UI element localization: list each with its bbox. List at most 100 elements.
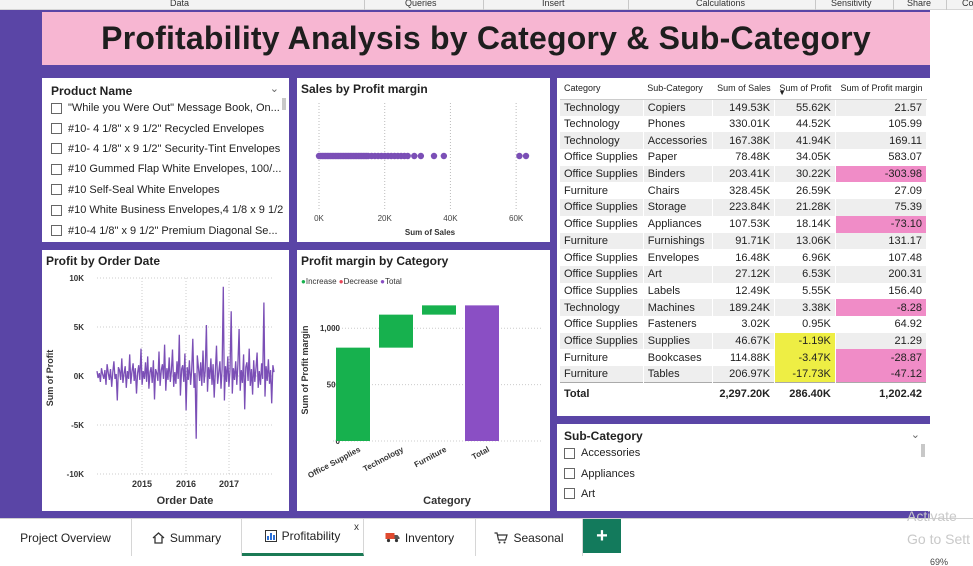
header-sum-of-sales[interactable]: Sum of Sales xyxy=(712,78,775,100)
table-row[interactable]: Technology Accessories 167.38K 41.94K 169.11 xyxy=(560,132,928,150)
tab-seasonal[interactable]: Seasonal xyxy=(476,519,583,556)
scatter-point[interactable] xyxy=(417,152,425,160)
product-slicer-title: Product Name xyxy=(51,84,133,98)
header-category[interactable]: Category xyxy=(560,78,644,100)
slicer-scrollbar[interactable] xyxy=(921,444,925,457)
table-total-row: Total 2,297.20K 286.40K 1,202.42 xyxy=(560,382,928,405)
list-item[interactable]: #10 White Business Envelopes,4 1/8 x 9 1… xyxy=(51,200,283,220)
cell-category: Technology xyxy=(560,299,644,316)
cell-subcategory: Phones xyxy=(643,115,713,133)
chevron-down-icon[interactable]: ⌄ xyxy=(269,83,279,95)
ribbon-share[interactable]: Share xyxy=(907,0,932,8)
cell-margin: -47.12 xyxy=(835,366,928,383)
close-tab-icon[interactable]: x xyxy=(354,522,359,533)
scatter-point[interactable] xyxy=(430,152,438,160)
cell-profit: 0.95K xyxy=(774,315,836,333)
cell-margin: 21.57 xyxy=(835,99,928,116)
checkbox[interactable] xyxy=(564,488,575,500)
legend-total: Total xyxy=(384,277,402,286)
cell-profit: 21.28K xyxy=(774,199,836,216)
table-row[interactable]: Furniture Chairs 328.45K 26.59K 27.09 xyxy=(560,182,928,200)
ribbon-insert[interactable]: Insert xyxy=(542,0,565,8)
table-row[interactable]: Technology Machines 189.24K 3.38K -8.28 xyxy=(560,299,928,316)
table-row[interactable]: Office Supplies Labels 12.49K 5.55K 156.40 xyxy=(560,282,928,300)
cell-sales: 149.53K xyxy=(712,99,776,116)
ribbon-calculations[interactable]: Calculations xyxy=(696,0,746,8)
tab-project-overview[interactable]: Project Overview xyxy=(0,519,132,556)
table-row[interactable]: Technology Phones 330.01K 44.52K 105.99 xyxy=(560,115,928,133)
cell-subcategory: Machines xyxy=(643,299,713,316)
table-row[interactable]: Office Supplies Envelopes 16.48K 6.96K 107.4… xyxy=(560,249,928,266)
list-item[interactable]: Appliances xyxy=(564,463,924,483)
list-item[interactable]: Accessories xyxy=(564,443,924,463)
table-row[interactable]: Office Supplies Fasteners 3.02K 0.95K 64.92 xyxy=(560,315,928,333)
tab-summary[interactable]: Summary xyxy=(132,519,242,556)
checkbox[interactable] xyxy=(51,163,62,175)
table-row[interactable]: Office Supplies Paper 78.48K 34.05K 583.07 xyxy=(560,149,928,166)
list-item[interactable]: #10- 4 1/8" x 9 1/2" Security-Tint Envel… xyxy=(51,139,283,159)
waterfall-y-tick: 500 xyxy=(327,381,341,390)
table-row[interactable]: Furniture Tables 206.97K -17.73K -47.12 xyxy=(560,366,928,383)
list-item[interactable]: #10 Gummed Flap White Envelopes, 100/... xyxy=(51,159,283,179)
table-row[interactable]: Office Supplies Binders 203.41K 30.22K -303.… xyxy=(560,165,928,183)
cell-sales: 46.67K xyxy=(712,332,776,350)
cart-icon xyxy=(494,531,509,543)
checkbox[interactable] xyxy=(564,447,575,459)
header-sum-of-profit[interactable]: ▼ Sum of Profit xyxy=(774,78,836,100)
table-row[interactable]: Office Supplies Appliances 107.53K 18.14K -7… xyxy=(560,215,928,233)
subcategory-slicer: Sub-Category ⌄ Accessories Appliances Ar… xyxy=(557,424,930,511)
checkbox[interactable] xyxy=(51,184,62,196)
cell-category: Office Supplies xyxy=(560,282,644,300)
ribbon-sensitivity[interactable]: Sensitivity xyxy=(831,0,872,8)
table-row[interactable]: Technology Copiers 149.53K 55.62K 21.57 xyxy=(560,99,928,116)
waterfall-x-tick: Technology xyxy=(362,445,406,474)
ribbon-copilot[interactable]: Co xyxy=(962,0,973,8)
table-row[interactable]: Office Supplies Storage 223.84K 21.28K 75.39 xyxy=(560,199,928,216)
chevron-down-icon[interactable]: ⌄ xyxy=(910,429,920,441)
cell-subcategory: Binders xyxy=(643,165,713,183)
line-y-tick: 0K xyxy=(74,372,84,381)
scatter-point[interactable] xyxy=(411,152,418,160)
list-item[interactable]: #10 Self-Seal White Envelopes xyxy=(51,180,283,200)
cell-sales: 189.24K xyxy=(712,299,776,316)
table-row[interactable]: Furniture Furnishings 91.71K 13.06K 131.17 xyxy=(560,232,928,250)
slicer-scrollbar[interactable] xyxy=(282,98,286,110)
zoom-level[interactable]: 69% xyxy=(930,557,949,566)
header-profit-margin[interactable]: Sum of Profit margin xyxy=(835,78,927,100)
checkbox[interactable] xyxy=(564,468,575,480)
header-subcategory[interactable]: Sub-Category xyxy=(643,78,713,100)
waterfall-bar[interactable] xyxy=(422,305,456,315)
list-item[interactable]: #10-4 1/8" x 9 1/2" Premium Diagonal Se.… xyxy=(51,220,283,240)
cell-category: Technology xyxy=(560,132,644,150)
scatter-point[interactable] xyxy=(404,152,411,160)
table-row[interactable]: Office Supplies Art 27.12K 6.53K 200.31 xyxy=(560,265,928,283)
ribbon-queries[interactable]: Queries xyxy=(405,0,437,8)
cell-category: Office Supplies xyxy=(560,199,644,216)
cell-margin: -303.98 xyxy=(835,165,928,183)
waterfall-bar[interactable] xyxy=(465,305,499,441)
waterfall-bar[interactable] xyxy=(336,347,370,441)
waterfall-bar[interactable] xyxy=(379,314,413,348)
tab-inventory[interactable]: Inventory xyxy=(364,519,476,556)
scatter-point[interactable] xyxy=(516,152,523,160)
list-item[interactable]: "While you Were Out" Message Book, On... xyxy=(51,98,283,118)
list-item[interactable]: Art xyxy=(564,484,924,504)
watermark-line-1: Activate xyxy=(907,508,957,524)
checkbox[interactable] xyxy=(51,225,62,237)
scatter-title: Sales by Profit margin xyxy=(301,82,428,96)
add-page-button[interactable]: + xyxy=(583,519,621,553)
list-item-label: Art xyxy=(581,487,596,500)
tab-profitability[interactable]: Profitability xyxy=(242,519,364,556)
checkbox[interactable] xyxy=(51,143,62,155)
scatter-point[interactable] xyxy=(440,152,448,160)
cell-sales: 12.49K xyxy=(712,282,776,300)
home-icon xyxy=(152,531,165,544)
checkbox[interactable] xyxy=(51,204,62,216)
table-row[interactable]: Office Supplies Supplies 46.67K -1.19K 21.29 xyxy=(560,332,928,350)
checkbox[interactable] xyxy=(51,123,62,135)
table-row[interactable]: Furniture Bookcases 114.88K -3.47K -28.87 xyxy=(560,349,928,366)
ribbon-data[interactable]: Data xyxy=(170,0,190,8)
scatter-point[interactable] xyxy=(522,152,530,160)
list-item[interactable]: #10- 4 1/8" x 9 1/2" Recycled Envelopes xyxy=(51,118,283,138)
checkbox[interactable] xyxy=(51,102,62,114)
